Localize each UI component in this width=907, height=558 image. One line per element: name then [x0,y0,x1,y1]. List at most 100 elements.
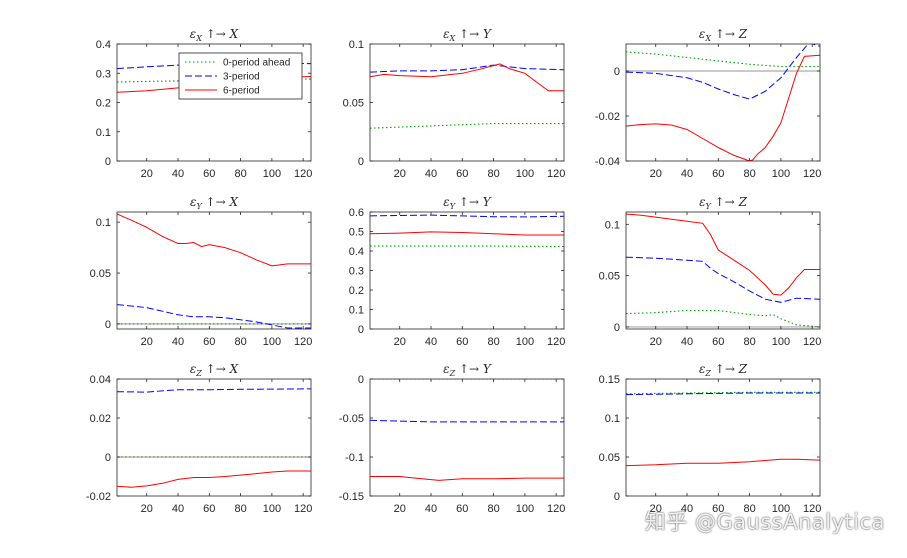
x-tick-label: 80 [487,336,499,348]
x-tick-label: 80 [487,503,499,515]
x-tick-label: 80 [234,503,246,515]
x-tick-label: 20 [650,168,662,180]
x-tick-label: 20 [394,336,406,348]
series-line-6-period [370,476,564,481]
x-tick-label: 120 [803,168,821,180]
y-tick-label: 0 [358,374,364,386]
x-tick-label: 100 [263,168,281,180]
series-line-6-period [370,231,564,236]
panel-title: εY ↑→ X [190,195,238,211]
x-tick-label: 20 [141,168,153,180]
x-tick-label: 60 [203,168,215,180]
series-line-3-period [117,304,311,329]
y-tick-label: 0.3 [349,266,364,278]
y-tick-label: 0.1 [605,413,620,425]
y-tick-label: -0.05 [339,413,364,425]
y-tick-label: 0.04 [90,374,111,386]
x-tick-label: 20 [650,336,662,348]
x-tick-label: 100 [263,503,281,515]
y-tick-label: 0.5 [349,227,364,239]
chart-panel-z-to-y: 20 40 60 80 100 120 -0.15 -0.1 -0.05 0 εZ ↑→ Y [339,362,565,515]
y-tick-label: 0.1 [96,217,111,229]
x-tick-label: 120 [294,168,312,180]
chart-panel-y-to-z: 20 40 60 80 100 120 0 0.05 0.1 εY ↑→ Z [599,195,822,348]
x-tick-label: 120 [294,503,312,515]
y-tick-label: -0.02 [86,491,111,503]
series-line-3-period [370,64,564,73]
x-tick-label: 80 [234,336,246,348]
x-tick-label: 120 [547,336,565,348]
y-tick-label: 0.1 [349,305,364,317]
y-tick-label: -0.15 [339,491,364,503]
x-tick-label: 120 [803,336,821,348]
series-line-6-period [626,54,820,161]
y-tick-label: 0.02 [90,413,111,425]
legend-label: 6-period [223,86,260,97]
y-tick-label: 0.3 [96,68,111,80]
x-tick-label: 60 [456,503,468,515]
x-tick-label: 40 [681,503,693,515]
x-tick-label: 60 [456,336,468,348]
x-tick-label: 60 [203,336,215,348]
y-tick-label: 0.2 [349,285,364,297]
chart-panel-x-to-x: 20 40 60 80 100 120 0 0.1 0.2 0.3 0.4 εX ↑→ X 0-peri… [96,27,313,180]
panel-title: εZ ↑→ X [190,362,239,378]
y-tick-label: 0.2 [96,98,111,110]
y-tick-label: -0.04 [595,156,620,168]
chart-panel-y-to-x: 20 40 60 80 100 120 0 0.05 0.1 εY ↑→ X [90,195,313,348]
x-tick-label: 40 [172,503,184,515]
x-tick-label: 100 [516,336,534,348]
series-line-3-period [626,44,820,100]
panel-title: εZ ↑→ Y [443,362,492,378]
y-tick-label: 0.05 [343,98,364,110]
y-tick-label: 0.15 [599,374,620,386]
legend-label: 3-period [223,72,260,83]
y-tick-label: -0.1 [345,452,364,464]
x-tick-label: 40 [172,336,184,348]
x-tick-label: 20 [141,503,153,515]
series-line-3-period [370,419,564,423]
y-tick-label: 0 [614,322,620,334]
y-tick-label: 0.1 [605,219,620,231]
axes-box [116,211,312,330]
series-line-0-period-ahead [626,309,820,328]
chart-panel-z-to-z: 20 40 60 80 100 120 0 0.05 0.1 0.15 εZ ↑→ Z [599,362,822,515]
panel-title: εY ↑→ Z [699,195,747,211]
y-tick-label: 0.05 [599,271,620,283]
x-tick-label: 40 [681,336,693,348]
series-line-0-period-ahead [370,123,564,129]
series-line-6-period [117,213,311,267]
series-line-6-period [117,470,311,488]
panel-title: εX ↑→ Z [699,27,748,43]
x-tick-label: 100 [772,503,790,515]
panel-title: εX ↑→ X [190,27,239,43]
axes-box [625,43,821,162]
x-tick-label: 100 [516,503,534,515]
x-tick-label: 100 [263,336,281,348]
series-line-3-period [626,392,820,396]
x-tick-label: 80 [234,168,246,180]
y-tick-label: 0 [358,156,364,168]
y-tick-label: 0.1 [349,39,364,51]
series-line-6-period [626,458,820,467]
y-tick-label: 0 [105,156,111,168]
y-tick-label: 0.05 [599,452,620,464]
x-tick-label: 120 [547,503,565,515]
y-tick-label: 0 [614,66,620,78]
x-tick-label: 120 [803,503,821,515]
y-tick-label: 0.6 [349,207,364,219]
series-line-0-period-ahead [626,391,820,395]
chart-panel-x-to-z: 20 40 60 80 100 120 -0.04 -0.02 0 εX ↑→ Z [595,27,821,180]
chart-panel-x-to-y: 20 40 60 80 100 120 0 0.05 0.1 εX ↑→ Y [343,27,566,180]
series-line-6-period [626,213,820,296]
x-tick-label: 20 [650,503,662,515]
y-tick-label: 0 [358,324,364,336]
x-tick-label: 60 [712,168,724,180]
axes-box [625,378,821,497]
x-tick-label: 80 [743,336,755,348]
x-tick-label: 40 [681,168,693,180]
y-tick-label: 0.1 [96,127,111,139]
chart-panel-z-to-x: 20 40 60 80 100 120 -0.02 0 0.02 0.04 εZ ↑→ X [86,362,312,515]
x-tick-label: 60 [712,503,724,515]
